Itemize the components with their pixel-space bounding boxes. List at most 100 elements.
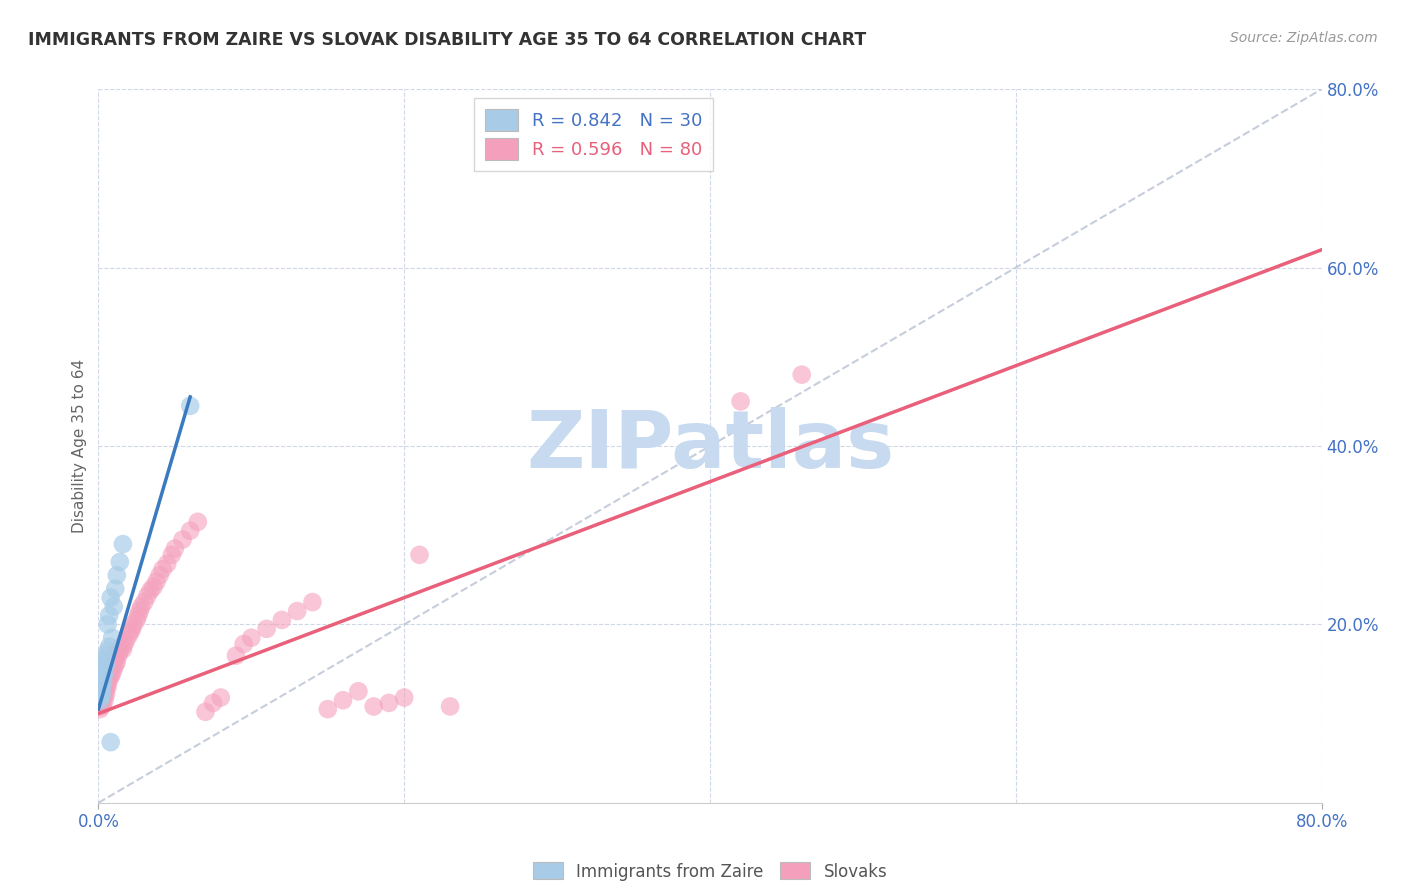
Point <box>91 687 114 701</box>
Point <box>103 662 125 676</box>
Point <box>108 644 131 658</box>
Point <box>105 646 128 660</box>
Point <box>439 699 461 714</box>
Point <box>122 617 145 632</box>
Point <box>179 524 201 538</box>
Point <box>363 699 385 714</box>
Point <box>93 689 115 703</box>
Point <box>378 696 401 710</box>
Point <box>91 681 114 696</box>
Point <box>98 664 121 678</box>
Point <box>111 537 134 551</box>
Point <box>89 702 111 716</box>
Point <box>301 595 323 609</box>
Point <box>194 705 217 719</box>
Point <box>103 599 125 614</box>
Point <box>91 675 114 690</box>
Point <box>347 684 370 698</box>
Point <box>270 613 292 627</box>
Point <box>100 662 122 676</box>
Point <box>129 599 152 614</box>
Point <box>104 657 127 672</box>
Point <box>89 693 111 707</box>
Point <box>90 689 112 703</box>
Point <box>136 589 159 603</box>
Point <box>125 613 148 627</box>
Point <box>408 548 430 562</box>
Point <box>134 595 156 609</box>
Point <box>202 696 225 710</box>
Point <box>90 684 112 698</box>
Point <box>98 608 121 623</box>
Point <box>104 582 127 596</box>
Point <box>139 583 162 598</box>
Point <box>90 693 112 707</box>
Point <box>107 648 129 663</box>
Point <box>90 671 112 685</box>
Point <box>108 555 131 569</box>
Point <box>118 628 141 642</box>
Point <box>163 541 186 556</box>
Point <box>89 690 111 705</box>
Point <box>100 591 122 605</box>
Point <box>97 680 120 694</box>
Point <box>160 548 183 562</box>
Text: Source: ZipAtlas.com: Source: ZipAtlas.com <box>1230 31 1378 45</box>
Point <box>101 657 124 672</box>
Point <box>91 698 114 712</box>
Point <box>105 568 128 582</box>
Point <box>89 684 111 698</box>
Point <box>256 622 278 636</box>
Point <box>156 557 179 571</box>
Point <box>90 680 112 694</box>
Point <box>730 394 752 409</box>
Point <box>91 662 114 676</box>
Text: IMMIGRANTS FROM ZAIRE VS SLOVAK DISABILITY AGE 35 TO 64 CORRELATION CHART: IMMIGRANTS FROM ZAIRE VS SLOVAK DISABILI… <box>28 31 866 49</box>
Point <box>90 666 112 681</box>
Point <box>187 515 209 529</box>
Y-axis label: Disability Age 35 to 64: Disability Age 35 to 64 <box>72 359 87 533</box>
Point <box>285 604 308 618</box>
Point <box>112 637 135 651</box>
Point <box>94 657 117 672</box>
Point <box>103 653 125 667</box>
Point <box>790 368 813 382</box>
Point <box>115 633 138 648</box>
Point <box>89 689 111 703</box>
Text: ZIPatlas: ZIPatlas <box>526 407 894 485</box>
Point <box>101 631 124 645</box>
Point <box>316 702 339 716</box>
Point <box>142 580 165 594</box>
Point <box>240 631 263 645</box>
Point <box>97 617 120 632</box>
Point <box>97 675 120 690</box>
Point <box>98 640 121 654</box>
Point <box>93 653 115 667</box>
Point <box>111 642 134 657</box>
Point <box>93 657 115 672</box>
Point <box>101 666 124 681</box>
Point <box>392 690 416 705</box>
Point <box>93 666 115 681</box>
Point <box>90 689 112 703</box>
Point <box>94 673 117 687</box>
Point <box>89 680 111 694</box>
Point <box>98 673 121 687</box>
Point <box>100 669 122 683</box>
Point <box>89 696 111 710</box>
Point <box>225 648 247 663</box>
Point <box>93 693 115 707</box>
Point <box>127 608 149 623</box>
Point <box>332 693 354 707</box>
Point <box>97 669 120 683</box>
Point <box>90 699 112 714</box>
Point <box>93 680 115 694</box>
Point <box>120 624 142 639</box>
Point <box>100 735 122 749</box>
Point <box>94 681 117 696</box>
Point <box>152 562 174 576</box>
Point <box>110 640 132 654</box>
Point <box>97 644 120 658</box>
Point <box>172 533 194 547</box>
Point <box>145 574 167 589</box>
